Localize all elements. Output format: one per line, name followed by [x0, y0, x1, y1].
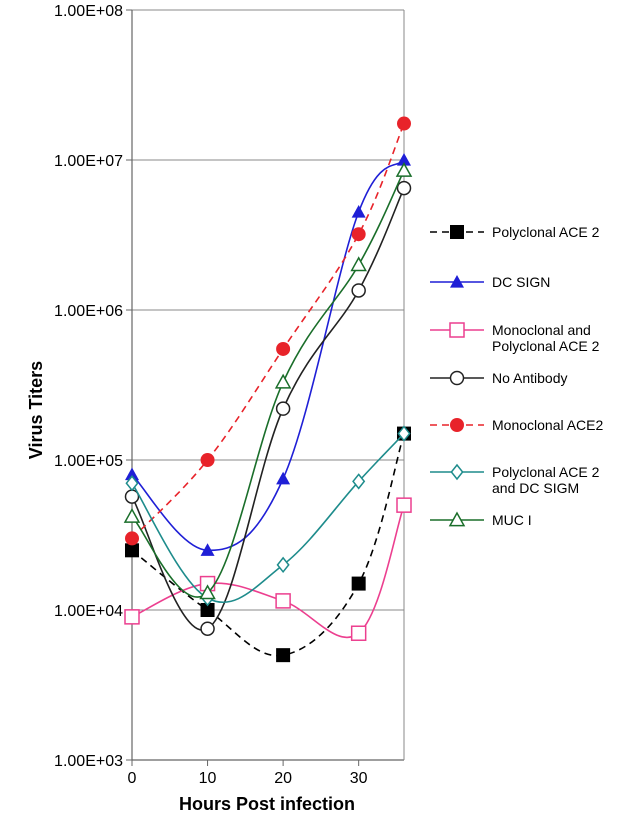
- legend-label: DC SIGN: [492, 274, 550, 290]
- data-point: [125, 467, 139, 481]
- y-axis-title: Virus Titers: [26, 361, 46, 459]
- legend-label: Monoclonal and: [492, 322, 591, 338]
- legend-label: and DC SIGM: [492, 480, 579, 496]
- series-line: [131, 187, 405, 631]
- grid-lines: [132, 9, 404, 611]
- legend-item-3: No Antibody: [430, 370, 568, 386]
- legend-item-1: DC SIGN: [430, 274, 550, 290]
- legend-swatch-marker: [448, 511, 466, 527]
- legend-item-4: Monoclonal ACE2: [430, 417, 604, 433]
- legend-swatch-marker: [450, 418, 464, 432]
- x-tick-label: 30: [350, 770, 368, 787]
- data-point: [395, 162, 413, 177]
- y-axis-ticks: 1.00E+03 1.00E+04 1.00E+05 1.00E+06 1.00E+07…: [54, 3, 132, 770]
- data-point: [125, 531, 139, 546]
- data-point: [275, 401, 291, 416]
- data-point: [350, 625, 367, 641]
- data-point: [276, 648, 291, 663]
- data-point: [274, 373, 292, 389]
- series-0: [125, 426, 411, 663]
- data-point: [200, 543, 215, 556]
- series-line: [131, 433, 405, 657]
- data-point: [276, 341, 291, 356]
- legend-item-6: MUC I: [430, 511, 532, 528]
- x-tick-label: 20: [274, 770, 292, 787]
- y-tick-label: 1.00E+03: [54, 753, 123, 770]
- legend-label: No Antibody: [492, 370, 568, 386]
- x-tick-label: 0: [128, 770, 137, 787]
- x-tick-label: 10: [199, 770, 217, 787]
- data-point: [125, 543, 139, 558]
- data-point: [351, 576, 366, 591]
- series-layer: [123, 116, 413, 663]
- legend-swatch-marker: [450, 225, 464, 239]
- legend-label: Polyclonal ACE 2: [492, 224, 600, 240]
- legend-swatch-marker: [449, 322, 465, 338]
- data-point: [123, 507, 141, 523]
- series-4: [125, 116, 411, 546]
- data-point: [351, 205, 366, 218]
- data-point: [352, 473, 366, 490]
- series-3: [124, 180, 412, 636]
- legend-label: Polyclonal ACE 2: [492, 338, 600, 354]
- legend-label: Polyclonal ACE 2: [492, 464, 600, 480]
- data-point: [199, 584, 216, 600]
- series-2: [124, 497, 412, 641]
- x-axis-ticks: 0 10 20 30: [128, 760, 368, 787]
- legend-swatch-marker: [450, 275, 464, 288]
- legend-label: MUC I: [492, 512, 532, 528]
- data-point: [396, 497, 412, 513]
- data-point: [396, 180, 412, 196]
- data-point: [397, 116, 411, 131]
- y-tick-label: 1.00E+06: [54, 303, 123, 320]
- data-point: [275, 593, 291, 609]
- data-point: [397, 425, 411, 442]
- series-1: [125, 153, 411, 556]
- x-axis-title: Hours Post infection: [179, 794, 355, 814]
- series-line: [131, 159, 405, 552]
- series-line: [131, 504, 405, 639]
- legend-item-0: Polyclonal ACE 2: [430, 224, 600, 240]
- data-point: [276, 471, 291, 485]
- data-point: [351, 283, 366, 298]
- y-tick-label: 1.00E+04: [54, 603, 123, 620]
- data-point: [351, 227, 366, 242]
- data-point: [350, 256, 367, 272]
- legend-swatch-marker: [449, 370, 465, 386]
- y-tick-label: 1.00E+08: [54, 3, 123, 20]
- y-tick-label: 1.00E+07: [54, 153, 123, 170]
- data-point: [397, 153, 411, 166]
- data-point: [200, 603, 215, 617]
- legend-swatch-marker: [450, 463, 464, 481]
- data-point: [125, 475, 139, 492]
- data-point: [200, 621, 215, 636]
- series-line: [131, 170, 405, 598]
- data-point: [276, 556, 290, 574]
- axes: [131, 10, 405, 761]
- y-tick-label: 1.00E+05: [54, 453, 123, 470]
- data-point: [124, 609, 140, 625]
- series-6: [123, 162, 413, 600]
- data-point: [200, 453, 215, 467]
- legend-label: Monoclonal ACE2: [492, 417, 604, 433]
